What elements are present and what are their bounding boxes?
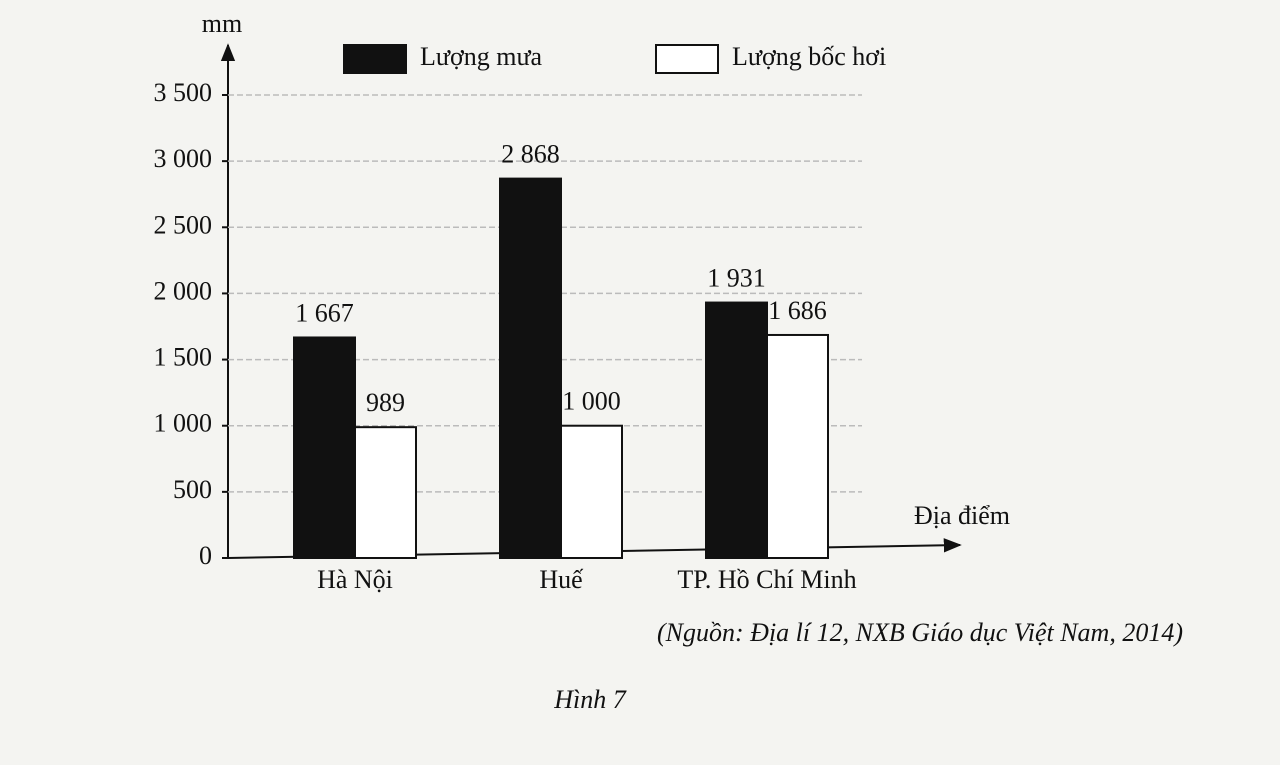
- source-note: (Nguồn: Địa lí 12, NXB Giáo dục Việt Nam…: [657, 618, 1183, 647]
- x-tick-label: Hà Nội: [317, 565, 393, 594]
- legend-label: Lượng bốc hơi: [732, 42, 886, 71]
- bar: [705, 301, 768, 559]
- y-tick-label: 2 000: [154, 276, 213, 305]
- bar: [766, 333, 829, 559]
- value-label: 1 667: [295, 298, 354, 327]
- figure-caption: Hình 7: [553, 685, 627, 714]
- x-tick-label: Huế: [539, 565, 584, 594]
- y-tick-label: 1 500: [154, 343, 213, 372]
- value-label: 1 000: [562, 387, 621, 416]
- y-tick-label: 0: [199, 541, 212, 570]
- bar: [293, 336, 356, 559]
- y-tick-label: 1 000: [154, 409, 213, 438]
- value-label: 2 868: [501, 140, 560, 169]
- value-label: 989: [366, 388, 405, 417]
- y-tick-label: 3 000: [154, 144, 213, 173]
- x-tick-label: TP. Hồ Chí Minh: [677, 565, 856, 594]
- legend-swatch: [343, 44, 407, 74]
- value-label: 1 686: [768, 296, 827, 325]
- value-label: 1 931: [707, 264, 766, 293]
- y-axis-label: mm: [202, 9, 242, 38]
- legend-swatch: [655, 44, 719, 74]
- y-tick-label: 3 500: [154, 78, 213, 107]
- legend-label: Lượng mưa: [420, 42, 543, 71]
- y-tick-label: 2 500: [154, 210, 213, 239]
- y-tick-label: 500: [173, 475, 212, 504]
- bar: [560, 424, 623, 560]
- x-axis-label: Địa điểm: [914, 501, 1010, 530]
- bar: [499, 177, 562, 559]
- bar: [354, 426, 417, 559]
